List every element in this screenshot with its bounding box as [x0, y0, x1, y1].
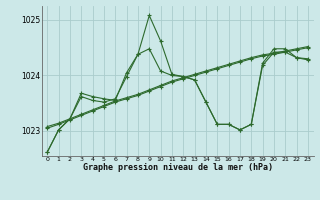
X-axis label: Graphe pression niveau de la mer (hPa): Graphe pression niveau de la mer (hPa) [83, 163, 273, 172]
